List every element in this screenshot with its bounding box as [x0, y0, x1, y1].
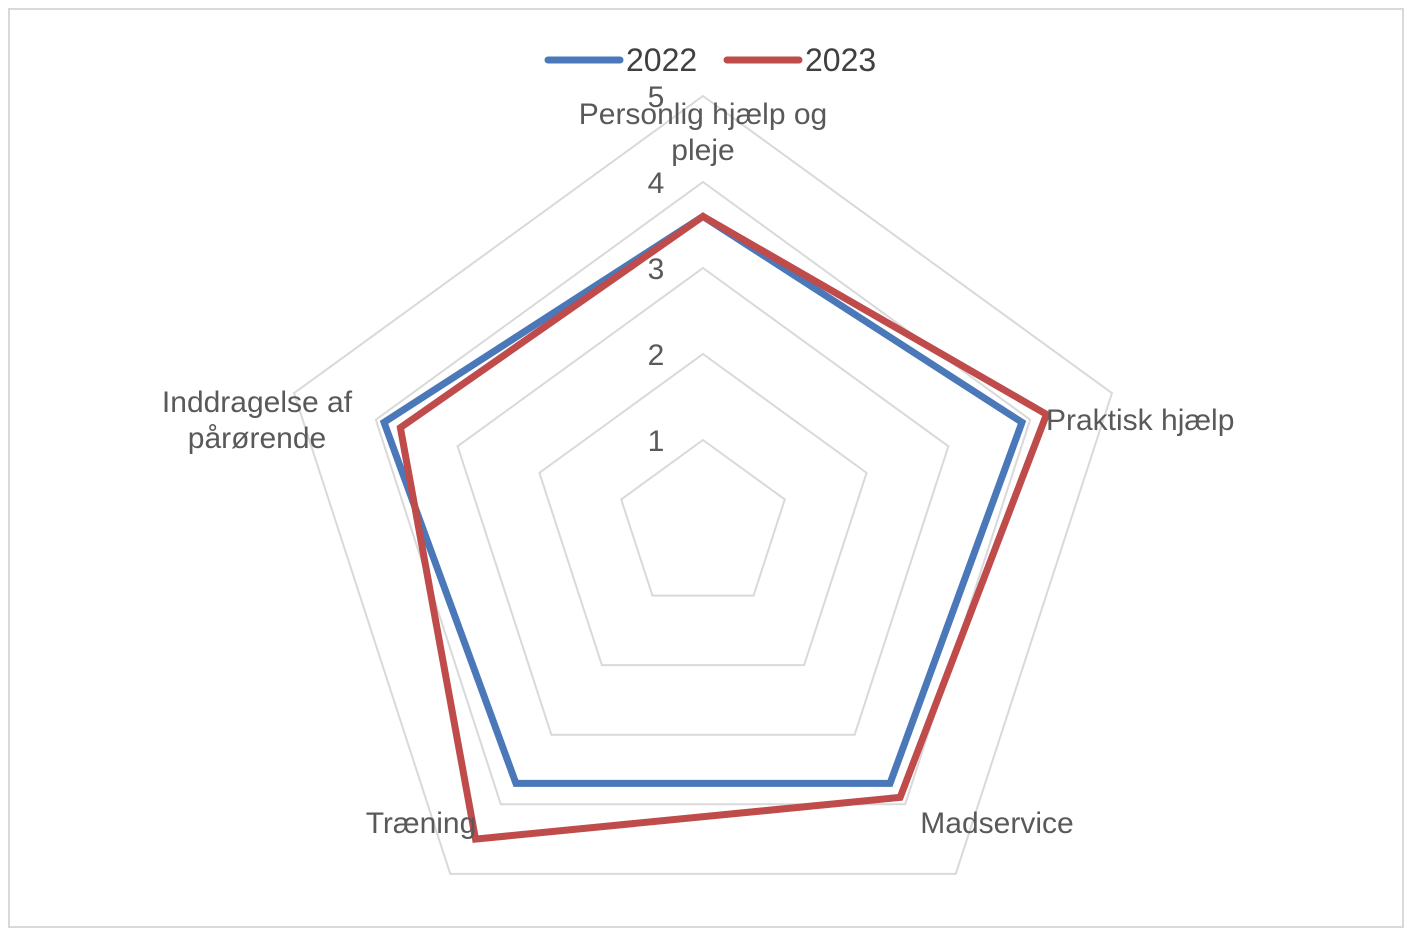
- category-label-3: Madservice: [920, 807, 1073, 840]
- grid-ring-2: [539, 354, 866, 665]
- tick-label-3: 3: [648, 253, 665, 286]
- series-line-2022: [384, 216, 1022, 783]
- category-label-5: Inddragelse af pårørende: [162, 386, 353, 455]
- category-label-2: Praktisk hjælp: [1046, 404, 1234, 437]
- legend-label-2023: 2023: [805, 42, 876, 78]
- tick-label-1: 1: [648, 425, 665, 458]
- legend: 2022 2023: [548, 42, 876, 78]
- series-line-2023: [400, 216, 1046, 839]
- category-label-1: Personlig hjælp og pleje: [579, 98, 827, 167]
- category-label-4: Træning: [366, 807, 477, 840]
- tick-label-2: 2: [648, 339, 665, 372]
- grid-ring-1: [621, 440, 785, 596]
- legend-label-2022: 2022: [626, 42, 697, 78]
- tick-label-4: 4: [648, 167, 665, 200]
- category-labels: Personlig hjælp og pleje Praktisk hjælp Mad…: [162, 98, 1234, 840]
